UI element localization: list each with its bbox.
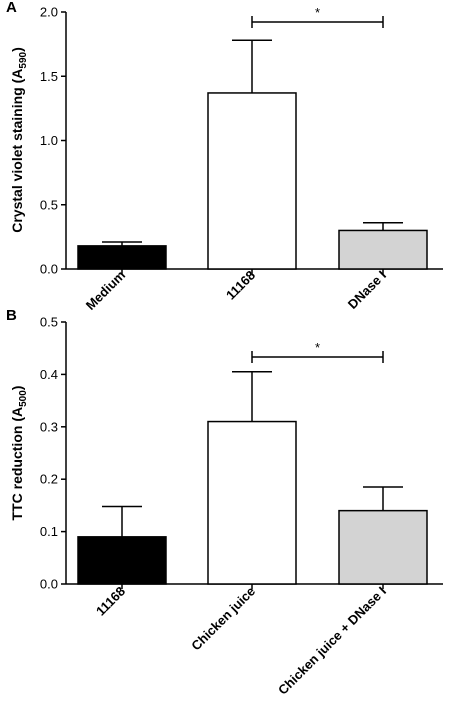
y-tick-label: 0.2	[40, 472, 58, 487]
y-axis-label: Crystal violet staining (A590)	[9, 47, 29, 233]
x-tick-label: Chicken juice + DNase I	[275, 584, 389, 698]
y-axis-label-end: )	[9, 386, 25, 391]
y-tick-label: 1.5	[40, 69, 58, 84]
y-tick-label: 1.0	[40, 133, 58, 148]
y-axis-label-main: TTC reduction (A	[9, 407, 25, 521]
x-tick-label: Medium	[83, 268, 128, 313]
bar	[338, 509, 428, 585]
y-axis-label: TTC reduction (A500)	[9, 386, 29, 521]
panel-letter: A	[6, 0, 17, 16]
y-axis-label-end: )	[9, 47, 25, 52]
y-tick-label: 0.4	[40, 367, 58, 382]
y-tick-label: 0.0	[40, 262, 58, 277]
panel-a: A 0.0 0.5 1.0 1.5 2.0 Crystal violet staining …	[6, 0, 443, 313]
y-tick-label: 0.0	[40, 577, 58, 592]
y-axis-label-subscript: 500	[18, 390, 29, 407]
bar	[77, 245, 167, 270]
panel-b: B 0.0 0.1 0.2 0.3 0.4 0.5 TTC reduction (A500) 1…	[6, 307, 443, 698]
y-tick-label: 2.0	[40, 5, 58, 20]
panel-letter: B	[6, 307, 17, 324]
bar	[207, 92, 297, 270]
x-tick-label: DNase I	[345, 268, 389, 312]
bar	[77, 536, 167, 585]
y-axis-label-main: Crystal violet staining (A	[9, 69, 25, 233]
bar	[207, 420, 297, 585]
y-tick-label: 0.5	[40, 197, 58, 212]
y-tick-label: 0.5	[40, 315, 58, 330]
y-tick-label: 0.3	[40, 419, 58, 434]
bar	[338, 229, 428, 270]
y-axis-label-subscript: 590	[18, 51, 29, 68]
x-tick-label: 11168	[93, 584, 128, 619]
significance-label: *	[315, 340, 320, 355]
y-tick-label: 0.1	[40, 524, 58, 539]
x-tick-label: 11168	[223, 268, 258, 303]
significance-label: *	[315, 5, 320, 20]
x-tick-label: Chicken juice	[188, 584, 258, 654]
